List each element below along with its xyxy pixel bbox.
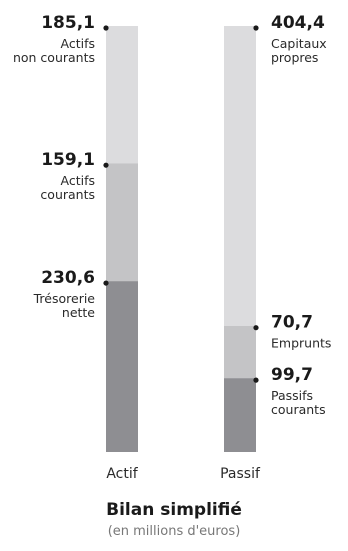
bar-segment-passifs-courants <box>224 378 256 452</box>
segment-label: Actifs <box>61 173 96 188</box>
data-label: 404,4 <box>271 13 325 33</box>
value-dot <box>103 280 109 286</box>
segment-label: Passifs <box>271 388 313 403</box>
category-label: Passif <box>220 466 261 482</box>
chart-subtitle: (en millions d'euros) <box>107 524 241 539</box>
segment-label: Emprunts <box>271 336 331 351</box>
data-label: 230,6 <box>41 268 95 288</box>
bar-segment-actifs-non-courants <box>106 26 138 164</box>
segment-label: non courants <box>13 50 95 65</box>
data-label: 99,7 <box>271 365 313 385</box>
value-dot <box>253 377 259 383</box>
segment-label: Capitaux <box>271 36 327 51</box>
value-dot <box>103 162 109 168</box>
segment-label: courants <box>271 402 326 417</box>
data-label: 159,1 <box>41 150 95 170</box>
segment-label: nette <box>62 305 95 320</box>
value-dot <box>253 25 259 31</box>
segment-label: propres <box>271 50 318 65</box>
category-label: Actif <box>106 466 138 482</box>
segment-label: courants <box>40 187 95 202</box>
data-label: 185,1 <box>41 13 95 33</box>
segment-label: Trésorerie <box>33 291 96 306</box>
segment-label: Actifs <box>61 36 96 51</box>
bar-segment-actifs-courants <box>106 163 138 282</box>
bar-segment-emprunts <box>224 325 256 379</box>
chart-title: Bilan simplifié <box>106 500 242 520</box>
bar-segment-tresorerie-nette <box>106 281 138 452</box>
data-label: 70,7 <box>271 313 313 333</box>
value-dot <box>103 25 109 31</box>
bar-segment-capitaux-propres <box>224 26 256 326</box>
value-dot <box>253 325 259 331</box>
